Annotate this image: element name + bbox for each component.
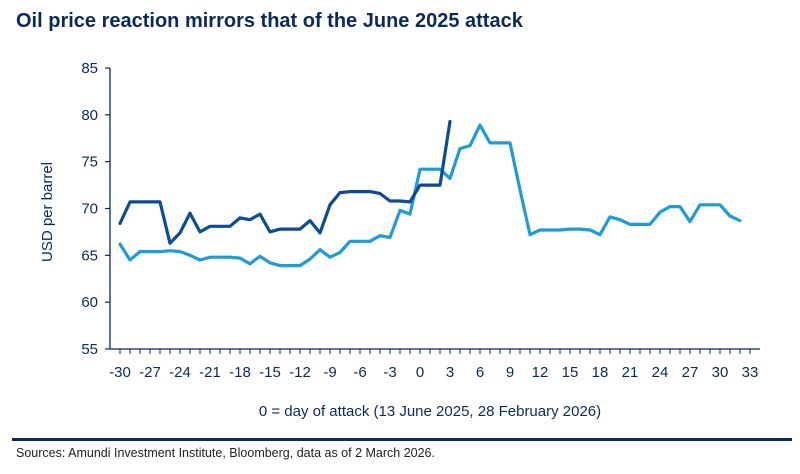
series-lines	[118, 119, 742, 268]
x-tick-label: -12	[289, 364, 311, 381]
source-note: Sources: Amundi Investment Institute, Bl…	[16, 446, 435, 460]
x-tick-label: 3	[446, 364, 454, 381]
x-tick-label: -9	[323, 364, 336, 381]
x-tick-label: 33	[742, 364, 759, 381]
x-tick-label: -3	[383, 364, 396, 381]
y-tick-label: 85	[81, 60, 98, 77]
x-tick-label: -15	[259, 364, 281, 381]
x-tick-label: -21	[199, 364, 221, 381]
x-tick-label: -6	[353, 364, 366, 381]
x-tick-label: 21	[622, 364, 639, 381]
y-tick-label: 75	[81, 154, 98, 171]
y-tick-label: 55	[81, 341, 98, 358]
series-line-february-2026	[118, 119, 452, 245]
x-tick-label: 6	[476, 364, 484, 381]
y-tick-label: 70	[81, 201, 98, 218]
x-tick-label: -30	[109, 364, 131, 381]
footer-divider	[12, 438, 792, 441]
x-tick-label: -24	[169, 364, 191, 381]
chart-title: Oil price reaction mirrors that of the J…	[16, 10, 523, 32]
x-tick-label: -27	[139, 364, 161, 381]
y-tick-label: 65	[81, 247, 98, 264]
x-tick-label: 18	[592, 364, 609, 381]
x-tick-label: 0	[416, 364, 424, 381]
y-tick-label: 60	[81, 294, 98, 311]
x-tick-label: 15	[562, 364, 579, 381]
x-tick-label: 27	[682, 364, 699, 381]
y-axis-label: USD per barrel	[39, 162, 56, 262]
x-tick-label: 24	[652, 364, 669, 381]
y-tick-label: 80	[81, 107, 98, 124]
x-tick-label: 30	[712, 364, 729, 381]
x-tick-label: -18	[229, 364, 251, 381]
x-axis-label: 0 = day of attack (13 June 2025, 28 Febr…	[259, 403, 601, 420]
x-tick-label: 12	[532, 364, 549, 381]
x-tick-label: 9	[506, 364, 514, 381]
series-line-june-2025	[118, 123, 742, 268]
